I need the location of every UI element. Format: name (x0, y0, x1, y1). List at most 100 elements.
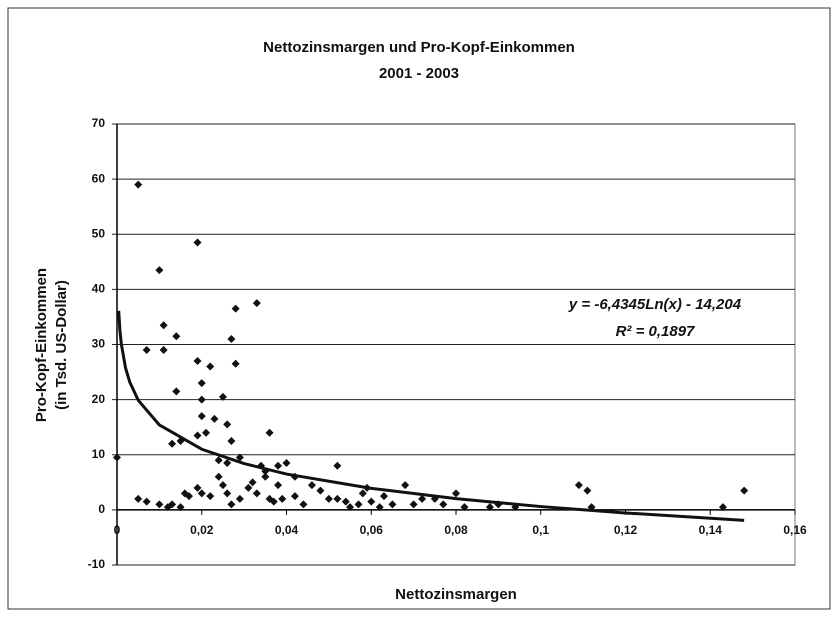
data-point (201, 428, 210, 437)
data-point (168, 439, 177, 448)
data-point (333, 461, 342, 470)
x-tick-label: 0,08 (444, 523, 468, 537)
data-point (197, 412, 206, 421)
data-point (155, 500, 164, 509)
data-point (358, 489, 367, 498)
data-point (214, 456, 223, 465)
data-point (718, 503, 727, 512)
data-point (172, 387, 181, 396)
data-point (316, 486, 325, 495)
data-point (155, 266, 164, 275)
x-tick-label: 0,14 (699, 523, 723, 537)
y-tick-label: 10 (92, 447, 106, 461)
x-tick-label: 0,12 (614, 523, 638, 537)
y-axis-label: (in Tsd. US-Dollar) (53, 280, 70, 410)
x-tick-label: 0,16 (783, 523, 807, 537)
data-point (409, 500, 418, 509)
data-point (223, 459, 232, 468)
data-point (227, 436, 236, 445)
data-point (210, 414, 219, 423)
data-point (439, 500, 448, 509)
data-point (261, 472, 270, 481)
data-point (235, 453, 244, 462)
y-tick-label: 50 (92, 226, 106, 240)
data-point (235, 494, 244, 503)
chart-subtitle: 2001 - 2003 (379, 65, 459, 82)
data-point (388, 500, 397, 509)
x-tick-label: 0,06 (360, 523, 384, 537)
data-point (401, 481, 410, 490)
data-point (172, 332, 181, 341)
data-point (252, 299, 261, 308)
data-point (265, 428, 274, 437)
data-point (231, 359, 240, 368)
data-point (197, 489, 206, 498)
chart-title: Nettozinsmargen und Pro-Kopf-Einkommen (263, 39, 575, 56)
data-point (375, 503, 384, 512)
data-point (248, 478, 257, 487)
data-point (227, 500, 236, 509)
data-point (460, 503, 469, 512)
data-point (354, 500, 363, 509)
data-point (185, 492, 194, 501)
data-point (223, 489, 232, 498)
data-point (418, 494, 427, 503)
data-point (223, 420, 232, 429)
y-tick-label: 30 (92, 337, 106, 351)
data-point (346, 503, 355, 512)
data-point (214, 472, 223, 481)
trend-line (117, 310, 745, 522)
x-tick-label: 0 (114, 523, 121, 537)
data-point (193, 431, 202, 440)
data-point (574, 481, 583, 490)
data-point (142, 497, 151, 506)
data-point (367, 497, 376, 506)
y-tick-label: 70 (92, 116, 106, 130)
data-point (197, 379, 206, 388)
x-tick-label: 0,04 (275, 523, 299, 537)
data-point (269, 497, 278, 506)
y-tick-label: 60 (92, 171, 106, 185)
data-point (274, 481, 283, 490)
data-point (452, 489, 460, 498)
data-point (218, 481, 227, 490)
chart-frame (7, 7, 831, 610)
data-point (176, 503, 185, 512)
trend-equation: y = -6,4345Ln(x) - 14,204 (568, 296, 742, 313)
r-squared: R² = 0,1897 (616, 323, 695, 340)
x-tick-label: 0,1 (532, 523, 549, 537)
data-point (206, 492, 215, 501)
data-point (142, 346, 151, 355)
data-point (134, 494, 143, 503)
data-point (278, 494, 287, 503)
data-point (324, 494, 333, 503)
y-tick-label: 40 (92, 282, 106, 296)
data-point (113, 453, 121, 462)
data-point (159, 321, 168, 330)
data-point (231, 304, 240, 313)
data-point (282, 459, 291, 468)
data-point (134, 180, 143, 189)
data-point (159, 346, 168, 355)
data-point (252, 489, 261, 498)
data-point (206, 362, 215, 371)
y-tick-label: -10 (88, 557, 106, 571)
data-point (379, 492, 388, 501)
data-point (168, 500, 177, 509)
data-point (307, 481, 316, 490)
data-point (193, 357, 202, 366)
data-point (341, 497, 350, 506)
y-tick-label: 0 (98, 502, 105, 516)
data-point (274, 461, 283, 470)
y-axis-label: Pro-Kopf-Einkommen (33, 268, 50, 422)
data-point (227, 334, 236, 343)
x-axis-label: Nettozinsmargen (395, 586, 517, 603)
data-point (333, 494, 342, 503)
data-point (290, 492, 299, 501)
data-point (197, 395, 206, 404)
data-point (193, 483, 202, 492)
data-point (244, 483, 253, 492)
data-point (193, 238, 202, 247)
data-point (583, 486, 592, 495)
data-point (485, 503, 494, 512)
